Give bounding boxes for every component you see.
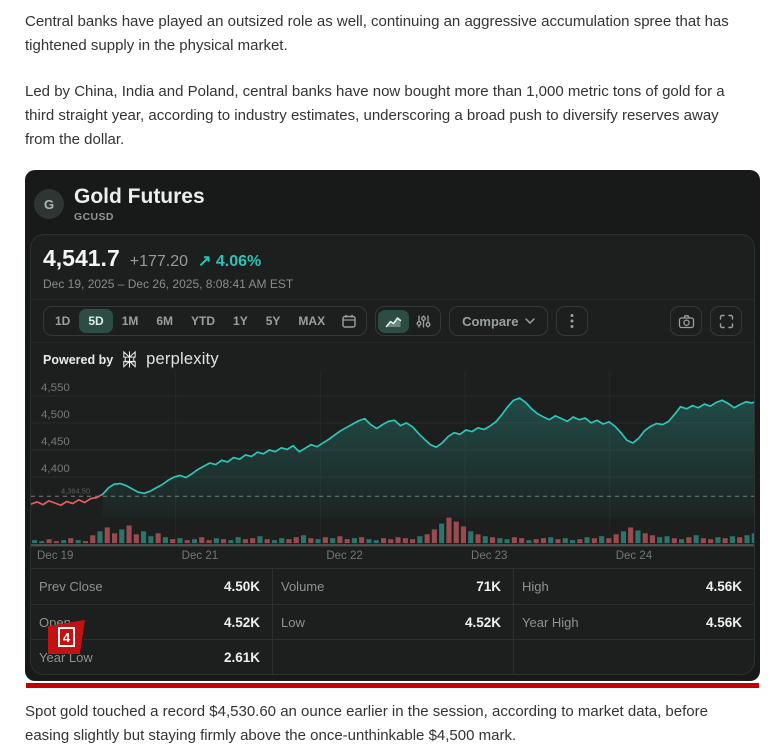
- svg-text:4,500: 4,500: [41, 409, 70, 421]
- avatar-letter: G: [43, 196, 55, 212]
- percent-value: 4.06%: [215, 253, 262, 270]
- chevron-down-icon: [525, 318, 536, 324]
- range-button-1d[interactable]: 1D: [46, 309, 79, 333]
- fullscreen-icon: [719, 314, 733, 328]
- widget-header: G Gold Futures GCUSD: [30, 174, 755, 234]
- article-paragraph-1: Central banks have played an outsized ro…: [25, 13, 729, 54]
- stat-low: Low 4.52K: [272, 604, 513, 639]
- range-selector: 1D 5D 1M 6M YTD 1Y 5Y MAX: [43, 306, 368, 336]
- indicator-settings-icon[interactable]: [409, 310, 438, 333]
- chart-card: 4,541.7 +177.20 ↗ 4.06% Dec 19, 2025 – D…: [30, 234, 755, 675]
- price-change: +177.20: [129, 253, 189, 270]
- perplexity-logo-icon: [123, 350, 136, 368]
- svg-text:4,364.50: 4,364.50: [61, 486, 90, 495]
- annotation-marker-4: 4: [48, 620, 85, 654]
- stat-empty-2: [513, 639, 754, 674]
- stat-volume: Volume 71K: [272, 569, 513, 604]
- chart-type-group: [375, 306, 442, 336]
- fullscreen-button[interactable]: [710, 306, 742, 336]
- range-button-6m[interactable]: 6M: [147, 309, 182, 333]
- compare-label: Compare: [462, 313, 519, 329]
- range-button-5d[interactable]: 5D: [79, 309, 113, 333]
- x-axis-label: Dec 24: [615, 550, 653, 562]
- chart-toolbar: 1D 5D 1M 6M YTD 1Y 5Y MAX: [31, 300, 754, 343]
- symbol-avatar: G: [34, 189, 64, 219]
- svg-text:4,550: 4,550: [41, 382, 70, 394]
- price-section: 4,541.7 +177.20 ↗ 4.06% Dec 19, 2025 – D…: [31, 235, 754, 300]
- annotation-underline: [26, 683, 759, 688]
- x-axis-label: Dec 22: [326, 550, 363, 562]
- up-arrow-icon: ↗: [198, 253, 212, 270]
- article-paragraph-3: Spot gold touched a record $4,530.60 an …: [25, 703, 708, 744]
- x-axis: Dec 19 Dec 21 Dec 22 Dec 23 Dec 24: [31, 547, 754, 569]
- kebab-menu-icon: [570, 314, 574, 328]
- range-button-ytd[interactable]: YTD: [182, 309, 224, 333]
- annotation-marker-label: 4: [58, 627, 75, 647]
- area-chart-icon[interactable]: [378, 309, 410, 333]
- x-axis-label: Dec 23: [471, 550, 508, 562]
- date-range: Dec 19, 2025 – Dec 26, 2025, 8:08:41 AM …: [43, 277, 294, 291]
- range-button-1m[interactable]: 1M: [113, 309, 148, 333]
- stat-prev-close: Prev Close 4.50K: [39, 579, 260, 594]
- range-button-5y[interactable]: 5Y: [257, 309, 290, 333]
- stat-empty-1: [272, 639, 513, 674]
- svg-text:4,450: 4,450: [41, 436, 70, 448]
- camera-icon: [678, 314, 694, 328]
- widget-symbol: GCUSD: [74, 211, 114, 223]
- snapshot-button[interactable]: [670, 306, 702, 336]
- gold-futures-widget: G Gold Futures GCUSD 4,541.7 +177.20 ↗ 4…: [25, 170, 760, 681]
- powered-by: Powered by perplexity: [31, 343, 754, 371]
- stat-high: High 4.56K: [513, 569, 754, 604]
- powered-by-label: Powered by: [43, 352, 114, 367]
- x-axis-label: Dec 19: [37, 550, 74, 562]
- stat-year-high: Year High 4.56K: [513, 604, 754, 639]
- current-price: 4,541.7: [43, 245, 120, 271]
- range-button-1y[interactable]: 1Y: [224, 309, 257, 333]
- svg-text:4,400: 4,400: [41, 463, 70, 475]
- price-chart[interactable]: 4,400 4,450 4,500 4,550 4,364.50 Dec 19 Dec 2…: [31, 371, 754, 569]
- brand-name: perplexity: [146, 350, 219, 368]
- widget-title: Gold Futures: [74, 185, 205, 208]
- price-change-percent: ↗ 4.06%: [198, 251, 261, 271]
- range-button-max[interactable]: MAX: [289, 309, 334, 333]
- article-paragraph-2: Led by China, India and Poland, central …: [25, 83, 725, 148]
- x-axis-label: Dec 21: [181, 550, 219, 562]
- calendar-icon[interactable]: [334, 309, 364, 333]
- stats-table: Prev Close 4.50K Volume 71K High 4.56K Open…: [31, 569, 754, 674]
- compare-button[interactable]: Compare: [449, 306, 549, 336]
- more-options-button[interactable]: [556, 306, 589, 336]
